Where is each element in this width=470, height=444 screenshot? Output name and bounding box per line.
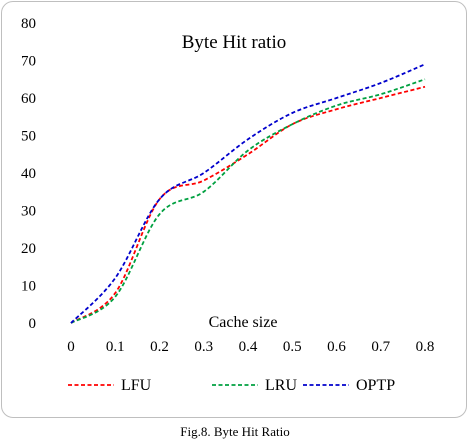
y-tick-label: 0 [29, 316, 37, 332]
x-tick-label: 0.7 [371, 339, 390, 355]
legend: LFU LRU OPTP [68, 377, 395, 394]
x-tick-label: 0.2 [150, 339, 169, 355]
x-tick-label: 0.8 [416, 339, 435, 355]
x-axis-title: Cache size [209, 314, 278, 331]
y-tick-label: 10 [21, 279, 36, 295]
y-tick-label: 80 [21, 16, 36, 32]
series-line-lfu [70, 85, 426, 324]
series-line-lru [70, 78, 426, 324]
x-tick-label: 0.1 [106, 339, 125, 355]
y-axis-tick-labels: 0 10 20 30 40 50 60 70 80 [21, 16, 36, 332]
figure-caption: Fig.8. Byte Hit Ratio [180, 424, 290, 439]
x-axis-tick-labels: 0 0.1 0.2 0.3 0.4 0.5 0.6 0.7 0.8 [67, 339, 434, 355]
y-tick-label: 60 [21, 91, 36, 107]
legend-label-optp: OPTP [356, 377, 395, 394]
legend-label-lru: LRU [265, 377, 297, 394]
y-tick-label: 40 [21, 166, 36, 182]
y-tick-label: 30 [21, 204, 36, 220]
x-tick-label: 0.6 [327, 339, 346, 355]
series-lines [70, 63, 426, 324]
chart-frame [1, 1, 467, 418]
x-tick-label: 0.5 [283, 339, 302, 355]
y-tick-label: 20 [21, 241, 36, 257]
legend-label-lfu: LFU [121, 377, 152, 394]
y-tick-label: 50 [21, 129, 36, 145]
x-tick-label: 0.4 [239, 339, 258, 355]
x-tick-label: 0 [67, 339, 75, 355]
chart-title: Byte Hit ratio [182, 32, 286, 53]
x-tick-label: 0.3 [194, 339, 213, 355]
series-line-optp [70, 63, 426, 324]
y-tick-label: 70 [21, 54, 36, 70]
